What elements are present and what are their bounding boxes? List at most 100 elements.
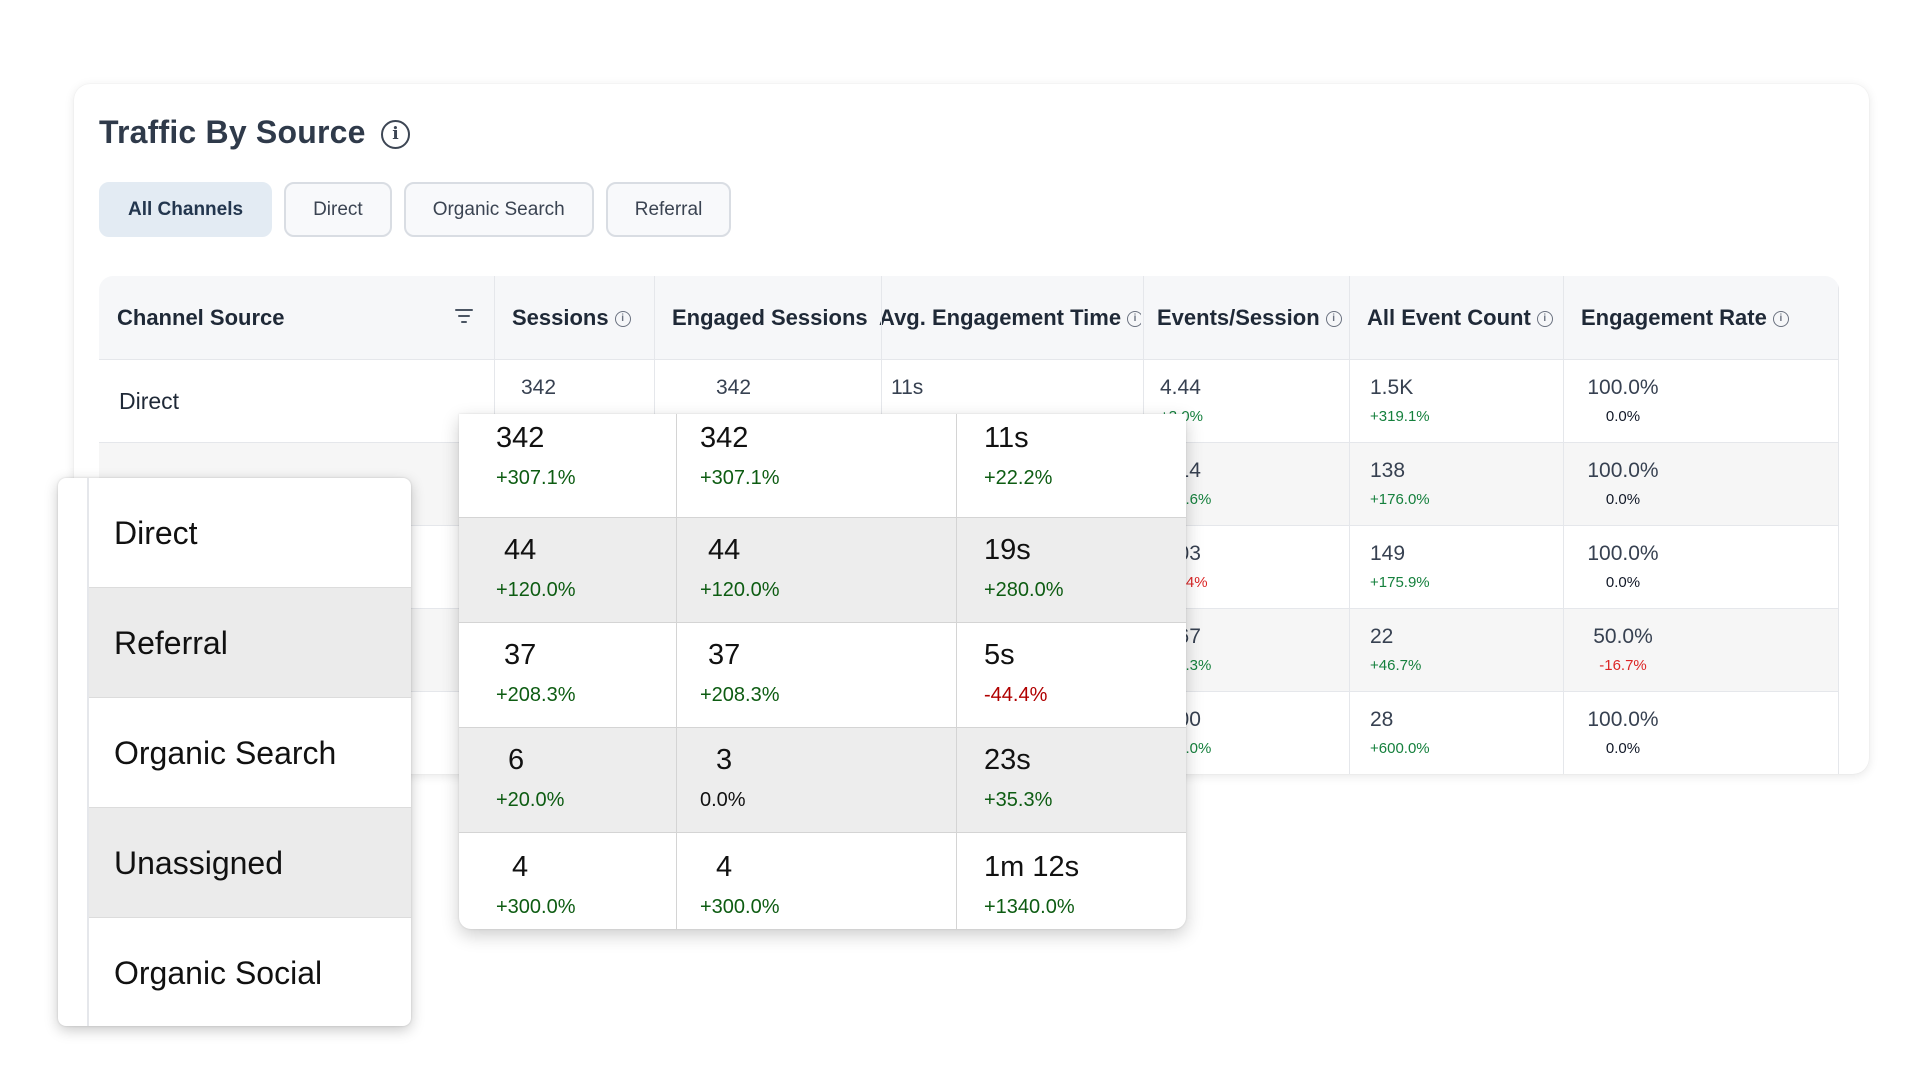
info-icon[interactable]: i [1772,311,1789,328]
value: 4 [716,851,733,883]
info-icon[interactable]: i [381,120,410,149]
count-cell: 28 +600.0% [1370,708,1430,757]
value: 100.0% [1587,459,1659,482]
channel-source: Direct [119,388,180,414]
table-row[interactable]: 6 +20.0% 3 0.0% 23s +35.3% [459,728,1186,833]
list-item[interactable]: Organic Search [89,698,411,808]
value: 4 [512,851,529,883]
delta: +307.1% [700,467,780,489]
metrics-overlay: 342 +307.1% 342 +307.1% 11s +22.2% 44 +120.0… [459,414,1186,929]
delta: +22.2% [984,467,1053,489]
header-events-session[interactable]: Events/Session i [1143,276,1349,360]
delta: +600.0% [1370,740,1430,757]
column-divider [1349,276,1350,774]
filter-icon[interactable] [454,309,474,327]
list-item[interactable]: Referral [89,588,411,698]
table-row[interactable]: 37 +208.3% 37 +208.3% 5s -44.4% [459,623,1186,728]
list-item[interactable]: Unassigned [89,808,411,918]
value: 342 [700,422,749,454]
header-engaged-sessions[interactable]: Engaged Sessions [654,276,881,360]
value: 342 [716,376,752,399]
count-cell: 138 +176.0% [1370,459,1430,508]
value: 11s [984,422,1029,454]
list-item[interactable]: Organic Social [89,918,411,1026]
info-icon[interactable]: i [614,311,631,328]
delta: +280.0% [984,579,1064,601]
value: 44 [708,534,741,566]
delta: +46.7% [1370,657,1422,674]
value: 4.44 [1160,376,1201,399]
value: 11s [891,376,924,399]
value: 50.0% [1593,625,1653,648]
delta: +120.0% [496,579,576,601]
count-cell: 149 +175.9% [1370,542,1430,591]
tab-organic-search[interactable]: Organic Search [403,182,594,237]
info-icon[interactable]: i [1127,311,1141,328]
sessions-cell: 37 +208.3% [496,639,576,707]
table-row[interactable]: 44 +120.0% 44 +120.0% 19s +280.0% [459,518,1186,623]
delta: +35.3% [984,789,1053,811]
value: 100.0% [1587,376,1659,399]
header-label: Channel Source [117,305,285,330]
column-divider [1563,276,1564,774]
avg-time-cell: 19s +280.0% [984,534,1064,602]
list-item[interactable]: Direct [89,478,411,588]
delta: +300.0% [496,896,576,918]
delta: 0.0% [1605,408,1641,425]
delta: 0.0% [700,789,746,811]
header-label: Events/Session [1157,305,1320,330]
header-channel-source[interactable]: Channel Source [99,276,494,360]
header-avg-engagement-time[interactable]: Avg. Engagement Time i [871,276,1141,360]
delta: 0.0% [1605,740,1641,757]
value: 3 [716,744,733,776]
sessions-cell: 44 +120.0% [496,534,576,602]
value: 1m 12s [984,851,1080,883]
channel-list: Direct Referral Organic Search Unassigne… [87,478,411,1026]
info-icon[interactable]: i [1325,311,1342,328]
tab-referral[interactable]: Referral [605,182,732,237]
engaged-cell: 342 [716,376,751,400]
table-row[interactable]: 4 +300.0% 4 +300.0% 1m 12s +1340.0% [459,833,1186,929]
value: 138 [1370,459,1406,482]
rate-cell: 100.0% 0.0% [1583,376,1663,425]
value: 100.0% [1587,708,1659,731]
avg-time-cell: 11s +22.2% [984,422,1052,490]
delta: +20.0% [496,789,565,811]
delta: +175.9% [1370,574,1430,591]
value: 5s [984,639,1015,671]
delta: 0.0% [1605,491,1641,508]
delta: 0.0% [1605,574,1641,591]
rate-cell: 50.0% -16.7% [1583,625,1663,674]
avg-time-cell: 1m 12s +1340.0% [984,851,1079,919]
tab-all-channels[interactable]: All Channels [99,182,273,237]
value: 28 [1370,708,1394,731]
table-header: Channel Source Sessions i Engaged Session… [99,276,1839,360]
engaged-cell: 4 +300.0% [700,851,780,919]
delta: +319.1% [1370,408,1430,425]
value: 342 [521,376,557,399]
delta: +300.0% [700,896,780,918]
header-label: Avg. Engagement Time [879,305,1122,330]
value: 37 [708,639,741,671]
column-divider [1838,276,1839,774]
table-row[interactable]: 342 +307.1% 342 +307.1% 11s +22.2% [459,414,1186,518]
delta: +307.1% [496,467,576,489]
value: 1.5K [1370,376,1414,399]
avg-time-cell: 5s -44.4% [984,639,1047,707]
header-all-event-count[interactable]: All Event Count i [1349,276,1563,360]
avg-time-cell: 11s [891,376,923,400]
header-engagement-rate[interactable]: Engagement Rate i [1563,276,1839,360]
header-label: Sessions [512,305,609,330]
info-icon[interactable]: i [1536,311,1553,328]
sessions-cell: 4 +300.0% [496,851,576,919]
value: 6 [508,744,525,776]
value: 100.0% [1587,542,1659,565]
header-sessions[interactable]: Sessions i [494,276,654,360]
tab-direct[interactable]: Direct [284,182,392,237]
column-divider [956,414,957,929]
value: 23s [984,744,1031,776]
rate-cell: 100.0% 0.0% [1583,708,1663,757]
delta: +208.3% [496,684,576,706]
rate-cell: 100.0% 0.0% [1583,459,1663,508]
